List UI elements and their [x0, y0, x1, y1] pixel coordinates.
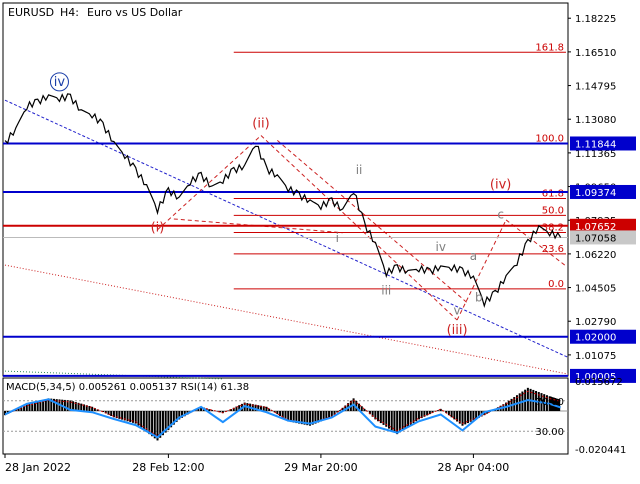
price-level-box-label: 1.07058 — [575, 233, 616, 244]
price-axis-label: 1.04505 — [575, 284, 616, 295]
price-axis-label: 1.14795 — [575, 82, 616, 93]
wave-label: ii — [356, 163, 363, 177]
fib-level-label: 61.8 — [542, 189, 564, 200]
macd-bar — [380, 411, 382, 423]
macd-bar — [279, 411, 281, 416]
price-axis-label: 1.13080 — [575, 115, 616, 126]
price-level-box-label: 1.09374 — [575, 188, 616, 199]
macd-bar — [154, 411, 156, 438]
wave-label: (iii) — [447, 323, 468, 338]
wave-label: iv — [54, 75, 66, 90]
macd-bar — [404, 411, 406, 429]
wave-label: iv — [436, 240, 446, 254]
time-axis-label: 28 Feb 12:00 — [132, 461, 204, 474]
price-axis-label: 1.01075 — [575, 351, 616, 362]
wave-label: v — [454, 303, 461, 317]
wave-label: i — [336, 231, 339, 245]
macd-bar — [129, 411, 131, 422]
price-level-box-label: 1.11844 — [575, 139, 616, 150]
macd-bar — [418, 411, 420, 419]
indicator-axis-label: -0.020441 — [575, 445, 626, 456]
price-axis-label: 1.18225 — [575, 14, 616, 25]
rsi-level-label: 70.00 — [535, 397, 564, 408]
wave-label: b — [475, 291, 483, 305]
price-level-box-label: 1.02000 — [575, 333, 616, 344]
price-axis-label: 1.11365 — [575, 149, 616, 160]
macd-bar — [391, 411, 393, 430]
indicator-axis-label: 0.015672 — [575, 377, 623, 388]
header-description: Euro vs US Dollar — [87, 6, 183, 19]
price-axis-label: 1.16510 — [575, 48, 616, 59]
time-axis-label: 28 Jan 2022 — [5, 461, 71, 474]
macd-bar — [339, 410, 341, 411]
fib-level-label: 0.0 — [548, 279, 564, 290]
header-symbol: EURUSD — [8, 6, 54, 19]
wave-label: (iv) — [490, 178, 511, 193]
macd-bar — [37, 402, 39, 411]
macd-bar — [110, 411, 112, 416]
macd-bar — [361, 406, 363, 411]
macd-bar — [437, 410, 439, 411]
header-timeframe: H4: — [60, 6, 79, 19]
wave-label: (ii) — [252, 117, 269, 132]
wave-label: iii — [381, 283, 391, 297]
macd-bar — [451, 411, 453, 417]
time-axis-label: 29 Mar 20:00 — [284, 461, 357, 474]
fib-level-label: 161.8 — [535, 42, 564, 53]
indicator-title: MACD(5,34,5) 0.005261 0.005137 RSI(14) 6… — [6, 382, 249, 393]
macd-bar — [227, 410, 229, 411]
wave-label: a — [470, 249, 477, 263]
macd-bar — [80, 404, 82, 411]
rsi-level-label: 30.00 — [535, 427, 564, 438]
wave-label: c — [497, 208, 504, 222]
macd-bar — [464, 411, 466, 424]
fib-level-label: 50.0 — [542, 205, 564, 216]
price-panel-frame — [3, 3, 568, 376]
price-axis-label: 1.06220 — [575, 250, 616, 261]
time-axis-label: 28 Apr 04:00 — [438, 461, 510, 474]
price-axis-label: 1.02790 — [575, 317, 616, 328]
fib-level-label: 23.6 — [542, 244, 564, 255]
wave-label: (i) — [151, 221, 165, 236]
macd-bar — [265, 407, 267, 411]
macd-bar — [140, 411, 142, 428]
